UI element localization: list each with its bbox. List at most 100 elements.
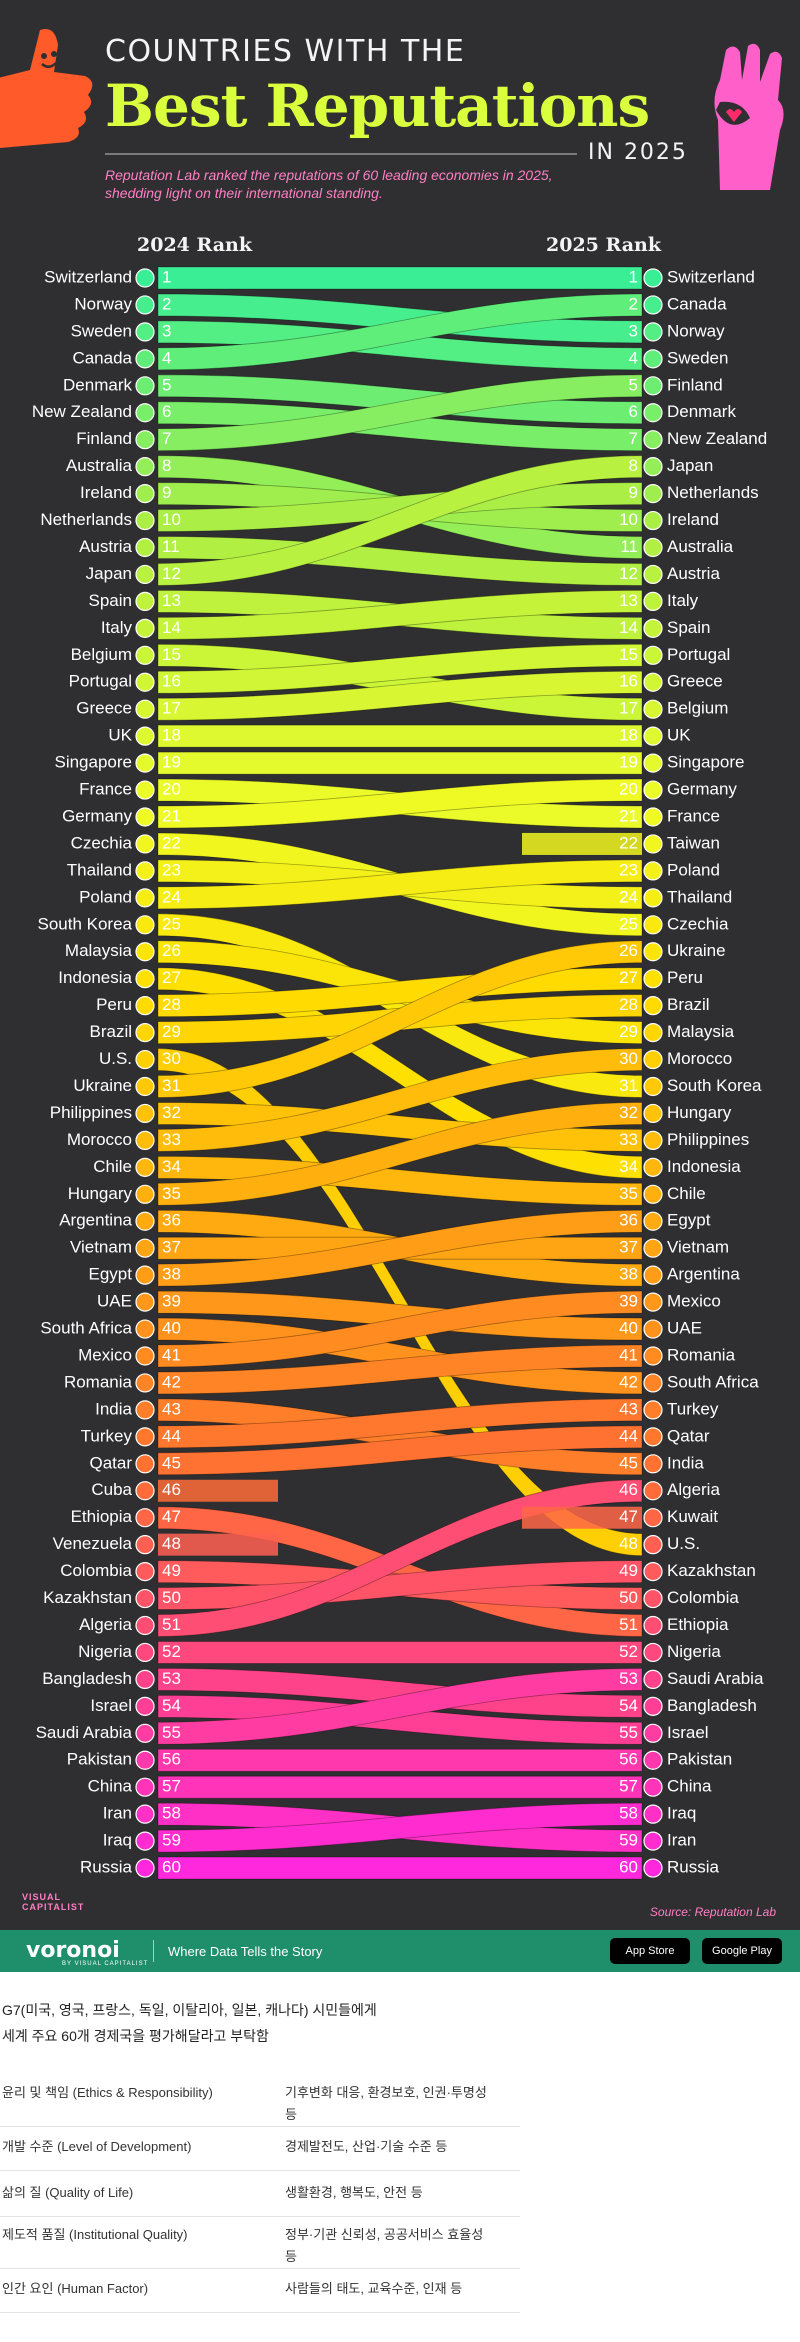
- left-rank-number: 5: [162, 375, 171, 394]
- google-play-button[interactable]: Google Play: [702, 1938, 782, 1964]
- right-rank-number: 49: [619, 1561, 638, 1580]
- left-rank-number: 21: [162, 806, 181, 825]
- flag-icon: [135, 672, 155, 692]
- flag-icon: [643, 1642, 663, 1663]
- flag-icon: [643, 564, 663, 585]
- flag-icon: [135, 430, 155, 450]
- right-rank-number: 37: [619, 1238, 638, 1257]
- right-country-label: Kuwait: [667, 1507, 718, 1526]
- left-country-label: Czechia: [71, 833, 133, 852]
- flag-icon: [643, 1211, 663, 1231]
- flag-icon: [135, 834, 155, 854]
- left-rank-number: 13: [162, 591, 181, 610]
- flag-icon: [643, 753, 663, 773]
- flag-icon: [135, 1130, 155, 1151]
- left-country-label: Saudi Arabia: [36, 1723, 133, 1742]
- left-rank-number: 22: [162, 833, 181, 852]
- left-rank-number: 39: [162, 1292, 181, 1311]
- right-rank-number: 35: [619, 1184, 638, 1203]
- flag-icon: [135, 1076, 155, 1097]
- left-country-label: Ireland: [80, 483, 132, 502]
- left-country-label: Qatar: [89, 1453, 132, 1472]
- right-country-label: Austria: [667, 564, 720, 583]
- flag-icon: [643, 1561, 663, 1582]
- app-store-button[interactable]: App Store: [610, 1938, 690, 1964]
- flag-icon: [643, 376, 663, 396]
- left-country-label: Hungary: [68, 1184, 133, 1203]
- flag-icon: [643, 1130, 663, 1151]
- flag-icon: [643, 1454, 663, 1474]
- right-rank-number: 42: [619, 1372, 638, 1391]
- voronoi-logo[interactable]: voronoi: [26, 1938, 120, 1963]
- left-country-label: Greece: [76, 699, 132, 718]
- right-country-label: Bangladesh: [667, 1696, 757, 1715]
- flag-icon: [135, 322, 155, 342]
- flag-icon: [135, 726, 155, 746]
- left-country-label: Egypt: [89, 1265, 133, 1284]
- left-country-label: China: [88, 1777, 133, 1796]
- left-rank-number: 30: [162, 1049, 181, 1068]
- flag-icon: [643, 537, 663, 558]
- flag-icon: [643, 1346, 663, 1366]
- flag-icon: [643, 618, 663, 638]
- flow-iraq: [157, 1802, 643, 1853]
- left-country-label: Iran: [103, 1804, 132, 1823]
- left-country-label: Indonesia: [58, 968, 132, 987]
- right-rank-number: 9: [629, 483, 638, 502]
- flag-icon: [135, 645, 155, 665]
- left-rank-number: 59: [162, 1831, 181, 1850]
- left-rank-number: 57: [162, 1777, 181, 1796]
- left-rank-number: 16: [162, 672, 181, 691]
- flag-icon: [135, 1535, 155, 1555]
- flag-icon: [135, 1427, 155, 1447]
- left-rank-number: 4: [162, 348, 171, 367]
- notes-table-row: 제도적 품질 (Institutional Quality) 정부·기관 신뢰성,…: [0, 2218, 520, 2269]
- right-rank-number: 60: [619, 1858, 638, 1877]
- flow-uae: [157, 1290, 643, 1341]
- left-rank-number: 34: [162, 1157, 181, 1176]
- right-column-heading: 2025 Rank: [546, 234, 662, 256]
- flow-ribbons: [157, 266, 643, 1880]
- left-country-label: Netherlands: [40, 510, 132, 529]
- ok-hand-icon: [714, 43, 784, 190]
- detail-cell: 기후변화 대응, 환경보호, 인권·투명성 등: [285, 2085, 487, 2122]
- right-rank-number: 14: [619, 618, 638, 637]
- flow-netherlands: [157, 482, 643, 532]
- rank-labels: Switzerland 1 Norway 2 Sweden 3 Canada 4 Denmark…: [32, 267, 767, 1878]
- title-divider: [105, 153, 577, 155]
- right-rank-number: 34: [619, 1157, 638, 1176]
- right-country-label: Czechia: [667, 914, 729, 933]
- header-kicker: COUNTRIES WITH THE: [105, 34, 466, 69]
- left-rank-number: 54: [162, 1696, 181, 1715]
- flag-icon: [135, 942, 155, 962]
- right-country-label: Russia: [667, 1858, 720, 1877]
- right-country-label: Pakistan: [667, 1750, 732, 1769]
- left-rank-number: 1: [162, 267, 171, 286]
- left-country-label: Germany: [62, 806, 132, 825]
- left-country-label: Mexico: [78, 1345, 132, 1364]
- left-country-label: Austria: [79, 537, 132, 556]
- flag-icon: [135, 376, 155, 396]
- left-rank-number: 53: [162, 1669, 181, 1688]
- right-country-label: Algeria: [667, 1480, 720, 1499]
- flag-icon: [643, 484, 663, 504]
- left-rank-number: 41: [162, 1345, 181, 1364]
- flow-japan: [157, 455, 643, 586]
- left-country-label: South Africa: [40, 1319, 132, 1338]
- left-rank-number: 14: [162, 618, 181, 637]
- left-rank-number: 9: [162, 483, 171, 502]
- flag-icon: [135, 1211, 155, 1231]
- left-country-label: Israel: [90, 1696, 132, 1715]
- right-country-label: Nigeria: [667, 1642, 721, 1661]
- left-rank-number: 26: [162, 941, 181, 960]
- left-rank-number: 46: [162, 1480, 181, 1499]
- right-rank-number: 18: [619, 726, 638, 745]
- right-country-label: South Korea: [667, 1076, 762, 1095]
- flow-exit-cuba: [158, 1479, 278, 1502]
- flag-icon: [135, 1319, 155, 1339]
- flag-icon: [135, 268, 155, 288]
- right-rank-number: 11: [620, 537, 638, 556]
- flag-icon: [643, 268, 663, 288]
- left-rank-number: 6: [162, 402, 171, 421]
- right-country-label: Argentina: [667, 1265, 740, 1284]
